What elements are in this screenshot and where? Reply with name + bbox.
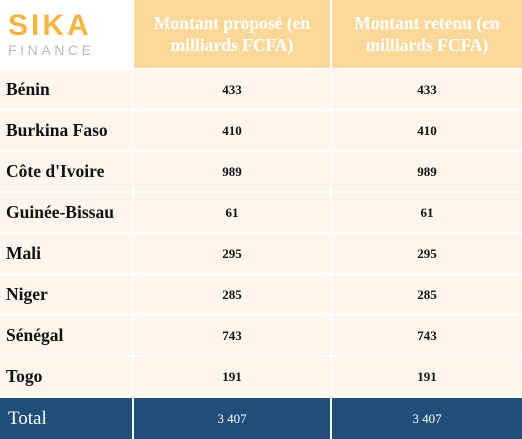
proposed-cell: 295 (134, 234, 332, 275)
table-row: Bénin 433 433 (0, 70, 522, 111)
retained-cell: 433 (332, 70, 522, 111)
proposed-cell: 743 (134, 316, 332, 357)
total-retained-cell: 3 407 (332, 398, 522, 439)
table-row: Togo 191 191 (0, 357, 522, 398)
total-proposed-cell: 3 407 (134, 398, 332, 439)
header-cell-proposed: Montant proposé (en milliards FCFA) (134, 0, 332, 70)
total-label: Total (0, 398, 134, 439)
country-cell: Niger (0, 275, 134, 316)
retained-cell: 743 (332, 316, 522, 357)
table-header: SIKA FINANCE Montant proposé (en milliar… (0, 0, 522, 70)
retained-cell: 61 (332, 193, 522, 234)
table-row: Mali 295 295 (0, 234, 522, 275)
total-row: Total 3 407 3 407 (0, 398, 522, 439)
retained-cell: 191 (332, 357, 522, 398)
header-retained-label: Montant retenu (en milliards FCFA) (354, 13, 500, 55)
retained-cell: 285 (332, 275, 522, 316)
proposed-cell: 433 (134, 70, 332, 111)
table-row: Niger 285 285 (0, 275, 522, 316)
retained-cell: 410 (332, 111, 522, 152)
country-cell: Guinée-Bissau (0, 193, 134, 234)
proposed-cell: 191 (134, 357, 332, 398)
table-row: Burkina Faso 410 410 (0, 111, 522, 152)
country-cell: Togo (0, 357, 134, 398)
table-row: Guinée-Bissau 61 61 (0, 193, 522, 234)
table-row: Sénégal 743 743 (0, 316, 522, 357)
proposed-cell: 410 (134, 111, 332, 152)
header-cell-retained: Montant retenu (en milliards FCFA) (332, 0, 522, 70)
header-proposed-label: Montant proposé (en milliards FCFA) (153, 13, 311, 55)
proposed-cell: 989 (134, 152, 332, 193)
table-row: Côte d'Ivoire 989 989 (0, 152, 522, 193)
country-cell: Sénégal (0, 316, 134, 357)
country-cell: Burkina Faso (0, 111, 134, 152)
country-cell: Bénin (0, 70, 134, 111)
sika-finance-logo: SIKA FINANCE (0, 0, 134, 70)
logo-sub-text: FINANCE (8, 41, 95, 58)
retained-cell: 989 (332, 152, 522, 193)
logo-main-text: SIKA (8, 8, 92, 42)
country-cell: Mali (0, 234, 134, 275)
retained-cell: 295 (332, 234, 522, 275)
proposed-cell: 285 (134, 275, 332, 316)
country-cell: Côte d'Ivoire (0, 152, 134, 193)
proposed-cell: 61 (134, 193, 332, 234)
